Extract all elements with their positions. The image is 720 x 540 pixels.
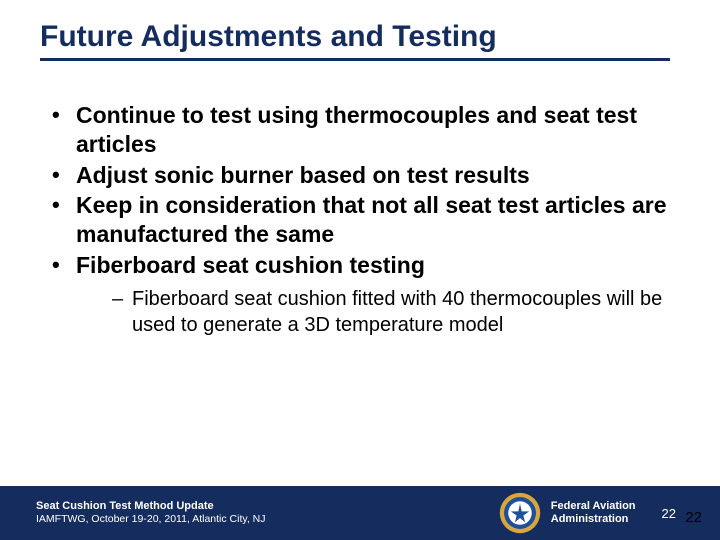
sub-bullet-text: Fiberboard seat cushion fitted with 40 t… <box>132 288 662 336</box>
footer-right: Federal Aviation Administration 22 <box>499 492 676 534</box>
sub-bullet-list: Fiberboard seat cushion fitted with 40 t… <box>76 286 680 338</box>
slide-title: Future Adjustments and Testing <box>40 20 680 54</box>
bullet-item: Adjust sonic burner based on test result… <box>50 161 680 190</box>
footer-title: Seat Cushion Test Method Update <box>36 500 499 513</box>
footer-org: Federal Aviation Administration <box>551 500 636 525</box>
bullet-item: Continue to test using thermocouples and… <box>50 101 680 159</box>
page-number-outer: 22 <box>685 509 702 526</box>
bullet-text: Adjust sonic burner based on test result… <box>76 162 530 188</box>
faa-logo-icon <box>499 492 541 534</box>
footer-org-line2: Administration <box>551 513 636 526</box>
bullet-list: Continue to test using thermocouples and… <box>40 101 680 338</box>
bullet-text: Continue to test using thermocouples and… <box>76 102 637 157</box>
sub-bullet-item: Fiberboard seat cushion fitted with 40 t… <box>112 286 680 338</box>
bullet-text: Keep in consideration that not all seat … <box>76 192 667 247</box>
footer-org-line1: Federal Aviation <box>551 500 636 513</box>
footer-bar: Seat Cushion Test Method Update IAMFTWG,… <box>0 486 720 540</box>
page-number-inner: 22 <box>662 506 676 521</box>
slide-container: Future Adjustments and Testing Continue … <box>0 0 720 540</box>
bullet-text: Fiberboard seat cushion testing <box>76 252 425 278</box>
footer-left: Seat Cushion Test Method Update IAMFTWG,… <box>36 500 499 526</box>
title-underline <box>40 58 670 61</box>
bullet-item: Fiberboard seat cushion testing Fiberboa… <box>50 251 680 338</box>
footer-subtitle: IAMFTWG, October 19-20, 2011, Atlantic C… <box>36 513 499 526</box>
bullet-item: Keep in consideration that not all seat … <box>50 191 680 249</box>
